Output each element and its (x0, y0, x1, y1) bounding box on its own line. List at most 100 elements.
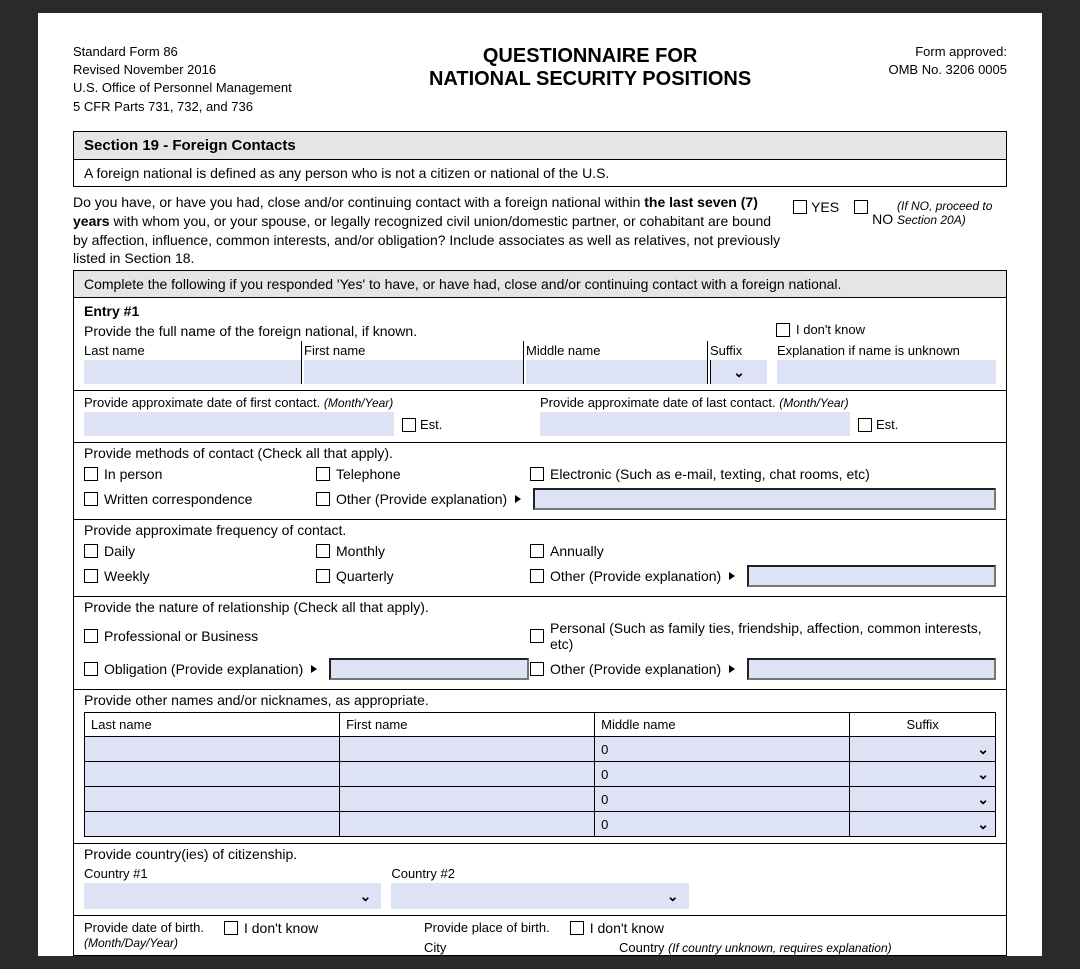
weekly-checkbox[interactable] (84, 569, 98, 583)
suffix-label: Suffix (710, 341, 767, 360)
personal-label: Personal (Such as family ties, friendshi… (550, 620, 996, 652)
method-other-checkbox[interactable] (316, 492, 330, 506)
monthly-checkbox[interactable] (316, 544, 330, 558)
middle-name-col: Middle name (523, 341, 707, 384)
personal-checkbox[interactable] (530, 629, 544, 643)
yes-no-group: YES NO (If NO, proceed to Section 20A) (793, 193, 1007, 269)
freq-other[interactable]: Other (Provide explanation) (530, 565, 996, 587)
no-label-wrap: NO (If NO, proceed to Section 20A) (872, 199, 1007, 227)
row1-middle[interactable]: 0 (595, 737, 850, 762)
last-name-input[interactable] (84, 360, 301, 384)
nature-personal[interactable]: Personal (Such as family ties, friendshi… (530, 620, 996, 652)
name-dk-checkbox[interactable] (776, 323, 790, 337)
telephone-checkbox[interactable] (316, 467, 330, 481)
daily-checkbox[interactable] (84, 544, 98, 558)
freq-daily[interactable]: Daily (84, 543, 316, 559)
freq-annually[interactable]: Annually (530, 543, 996, 559)
annually-checkbox[interactable] (530, 544, 544, 558)
dob-dont-know[interactable]: I don't know (224, 920, 318, 936)
city-label: City (424, 940, 599, 955)
row2-suffix[interactable]: ⌄ (850, 762, 996, 787)
row3-first[interactable] (340, 787, 595, 812)
row3-suffix[interactable]: ⌄ (850, 787, 996, 812)
first-name-input[interactable] (304, 360, 523, 384)
suffix-dropdown[interactable]: ⌄ (710, 360, 767, 384)
row3-last[interactable] (85, 787, 340, 812)
row2-last[interactable] (85, 762, 340, 787)
first-contact-input[interactable] (84, 412, 394, 436)
row4-first[interactable] (340, 812, 595, 837)
dob-dk-checkbox[interactable] (224, 921, 238, 935)
row4-last[interactable] (85, 812, 340, 837)
freq-other-checkbox[interactable] (530, 569, 544, 583)
form-header: Standard Form 86 Revised November 2016 U… (38, 43, 1042, 131)
q1-post: with whom you, or your spouse, or legall… (73, 213, 780, 267)
explanation-label: Explanation if name is unknown (777, 341, 996, 360)
row1-last[interactable] (85, 737, 340, 762)
freq-other-input[interactable] (747, 565, 996, 587)
method-written[interactable]: Written correspondence (84, 488, 316, 510)
first-est-label: Est. (420, 417, 442, 432)
pob-dk-checkbox[interactable] (570, 921, 584, 935)
freq-other-label: Other (Provide explanation) (550, 568, 721, 584)
nature-professional[interactable]: Professional or Business (84, 620, 530, 652)
method-electronic[interactable]: Electronic (Such as e-mail, texting, cha… (530, 466, 996, 482)
freq-quarterly[interactable]: Quarterly (316, 565, 530, 587)
row1-suffix[interactable]: ⌄ (850, 737, 996, 762)
professional-checkbox[interactable] (84, 629, 98, 643)
yes-label: YES (811, 199, 839, 215)
last-contact-input[interactable] (540, 412, 850, 436)
middle-name-input[interactable] (526, 360, 707, 384)
no-option[interactable]: NO (If NO, proceed to Section 20A) (854, 199, 1007, 227)
table-row: 0⌄ (85, 762, 996, 787)
method-other-input[interactable] (533, 488, 996, 510)
triangle-right-icon (729, 665, 735, 673)
quarterly-checkbox[interactable] (316, 569, 330, 583)
yes-checkbox[interactable] (793, 200, 807, 214)
country2-dropdown[interactable]: ⌄ (391, 883, 688, 909)
obligation-input[interactable] (329, 658, 529, 680)
row2-first[interactable] (340, 762, 595, 787)
row3-middle[interactable]: 0 (595, 787, 850, 812)
nature-other-checkbox[interactable] (530, 662, 544, 676)
citizenship-prompt: Provide country(ies) of citizenship. (74, 844, 1006, 862)
explanation-input[interactable] (777, 360, 996, 384)
nature-obligation[interactable]: Obligation (Provide explanation) (84, 658, 530, 680)
table-row: 0⌄ (85, 787, 996, 812)
first-est-checkbox[interactable] (402, 418, 416, 432)
q1-pre: Do you have, or have you had, close and/… (73, 194, 644, 210)
first-contact-label: Provide approximate date of first contac… (84, 395, 320, 410)
last-contact-est[interactable]: Est. (858, 417, 898, 432)
inperson-checkbox[interactable] (84, 467, 98, 481)
method-telephone[interactable]: Telephone (316, 466, 530, 482)
no-checkbox[interactable] (854, 200, 868, 214)
chevron-down-icon: ⌄ (977, 816, 989, 833)
inperson-label: In person (104, 466, 162, 482)
first-contact-est[interactable]: Est. (402, 417, 442, 432)
freq-weekly[interactable]: Weekly (84, 565, 316, 587)
row4-suffix[interactable]: ⌄ (850, 812, 996, 837)
last-name-col: Last name (84, 341, 301, 384)
other-names-prompt: Provide other names and/or nicknames, as… (74, 690, 1006, 708)
nature-other-input[interactable] (747, 658, 996, 680)
row4-middle[interactable]: 0 (595, 812, 850, 837)
pob-label: Provide place of birth. (424, 920, 550, 935)
section-title: Section 19 - Foreign Contacts (73, 131, 1007, 160)
question-1-text: Do you have, or have you had, close and/… (73, 193, 793, 269)
country1-dropdown[interactable]: ⌄ (84, 883, 381, 909)
table-header-row: Last name First name Middle name Suffix (85, 713, 996, 737)
row2-middle[interactable]: 0 (595, 762, 850, 787)
method-other[interactable]: Other (Provide explanation) (316, 488, 996, 510)
yes-option[interactable]: YES (793, 199, 839, 215)
electronic-checkbox[interactable] (530, 467, 544, 481)
electronic-label: Electronic (Such as e-mail, texting, cha… (550, 466, 870, 482)
row1-first[interactable] (340, 737, 595, 762)
nature-other[interactable]: Other (Provide explanation) (530, 658, 996, 680)
written-checkbox[interactable] (84, 492, 98, 506)
last-est-checkbox[interactable] (858, 418, 872, 432)
pob-dont-know[interactable]: I don't know (570, 920, 664, 936)
method-inperson[interactable]: In person (84, 466, 316, 482)
obligation-checkbox[interactable] (84, 662, 98, 676)
freq-monthly[interactable]: Monthly (316, 543, 530, 559)
name-dont-know[interactable]: I don't know (776, 321, 996, 339)
